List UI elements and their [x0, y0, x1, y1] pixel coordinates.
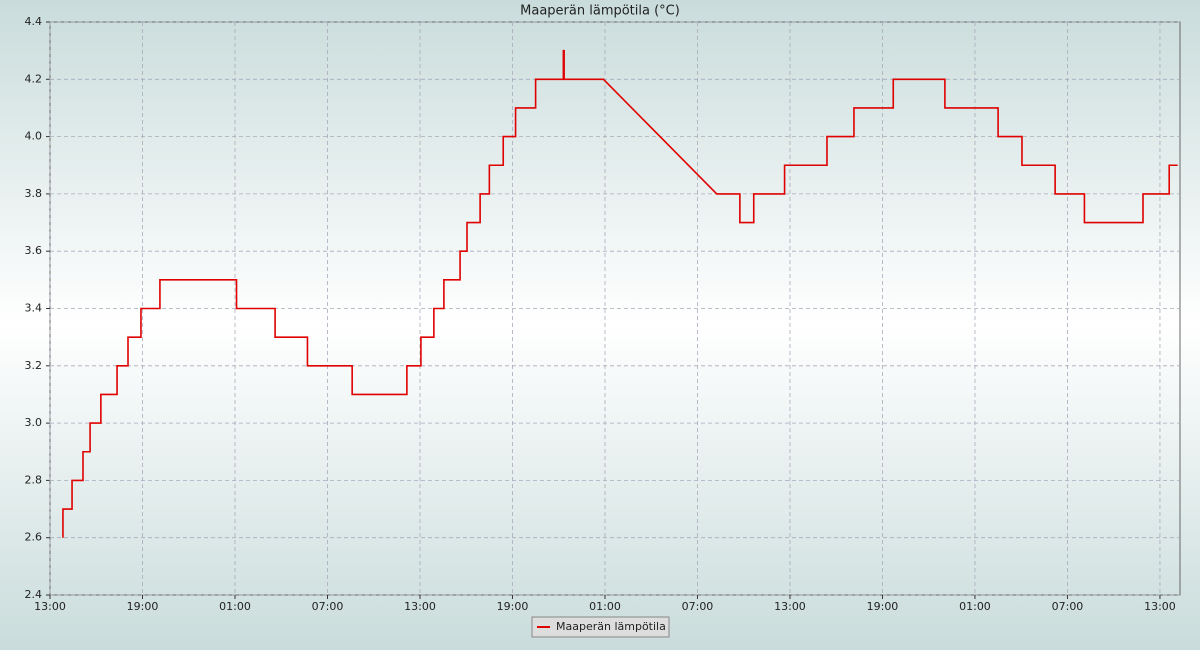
y-tick-label: 3.4 — [25, 302, 43, 315]
x-tick-label: 19:00 — [127, 600, 159, 613]
x-tick-label: 07:00 — [312, 600, 344, 613]
y-tick-label: 3.2 — [25, 359, 43, 372]
x-tick-label: 07:00 — [682, 600, 714, 613]
y-tick-label: 2.6 — [25, 531, 43, 544]
x-tick-label: 13:00 — [1144, 600, 1176, 613]
data-line — [62, 49, 1178, 538]
y-tick-label: 3.8 — [25, 187, 43, 200]
chart-title: Maaperän lämpötila (°C) — [520, 4, 680, 19]
x-tick-label: 01:00 — [219, 600, 251, 613]
y-tick-label: 2.8 — [25, 473, 43, 486]
y-tick-label: 2.4 — [25, 588, 43, 601]
legend-label: Maaperän lämpötila — [556, 620, 666, 633]
y-tick-label: 4.2 — [25, 72, 43, 85]
x-tick-label: 13:00 — [774, 600, 806, 613]
y-tick-label: 4.4 — [25, 15, 43, 28]
y-tick-label: 4.0 — [25, 130, 43, 143]
x-tick-label: 19:00 — [497, 600, 529, 613]
x-tick-label: 13:00 — [34, 600, 66, 613]
y-tick-label: 3.0 — [25, 416, 43, 429]
x-tick-label: 13:00 — [404, 600, 436, 613]
y-tick-label: 3.6 — [25, 244, 43, 257]
x-tick-label: 07:00 — [1052, 600, 1084, 613]
x-tick-label: 01:00 — [589, 600, 621, 613]
legend-box — [531, 616, 670, 638]
x-tick-label: 01:00 — [959, 600, 991, 613]
x-tick-label: 19:00 — [867, 600, 899, 613]
